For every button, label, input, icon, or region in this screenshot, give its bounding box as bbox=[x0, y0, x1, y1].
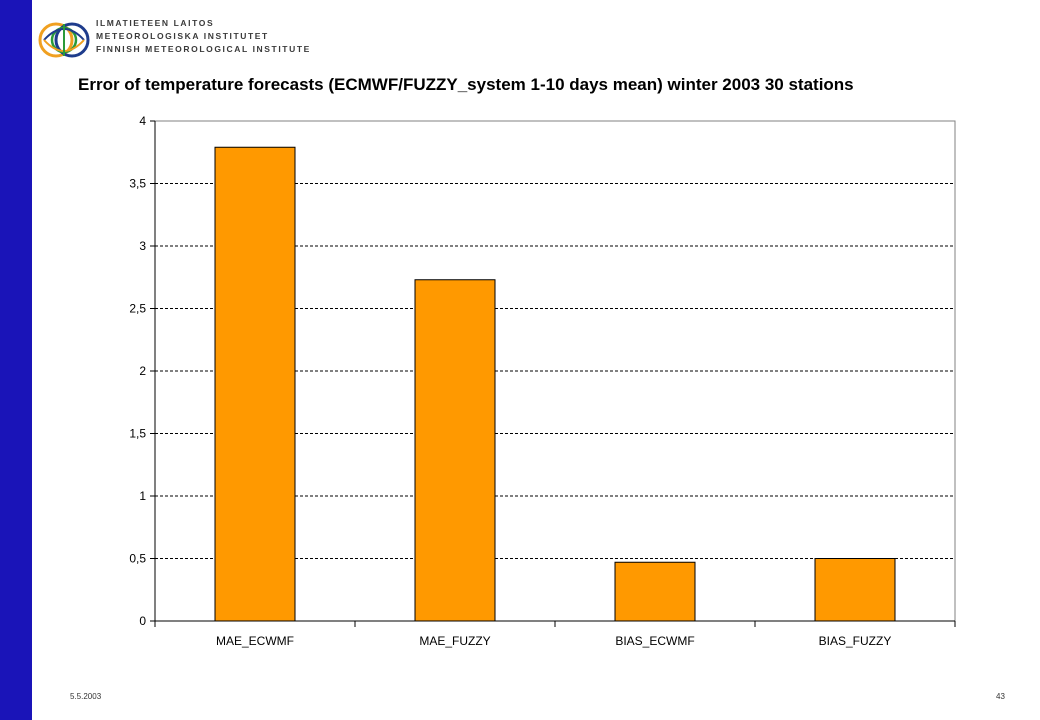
x-tick-label: BIAS_ECWMF bbox=[615, 634, 694, 648]
bar-mae-ecwmf bbox=[214, 146, 296, 622]
y-tick-label: 1,5 bbox=[129, 427, 146, 441]
x-tick-label: MAE_FUZZY bbox=[419, 634, 490, 648]
page-number: 43 bbox=[996, 692, 1005, 701]
fmi-logo-icon bbox=[38, 22, 90, 58]
y-tick-label: 0 bbox=[139, 614, 146, 628]
bar-bias-fuzzy bbox=[814, 558, 896, 622]
institute-name: ILMATIETEEN LAITOS METEOROLOGISKA INSTIT… bbox=[96, 17, 311, 56]
bar-chart: 0 0,5 1 1,5 2 2,5 3 3,5 4 MAE_ECWMF MAE_FUZZY BIAS_… bbox=[129, 114, 956, 648]
institute-name-en: FINNISH METEOROLOGICAL INSTITUTE bbox=[96, 44, 311, 54]
bar-bias-ecwmf bbox=[614, 561, 696, 622]
y-tick-label: 3 bbox=[139, 239, 146, 253]
y-tick-label: 3,5 bbox=[129, 177, 146, 191]
chart-title: Error of temperature forecasts (ECMWF/FU… bbox=[78, 75, 854, 94]
y-tick-label: 1 bbox=[139, 489, 146, 503]
bar-mae-fuzzy bbox=[414, 279, 496, 622]
left-sidebar-bar bbox=[0, 0, 32, 720]
x-tick-label: MAE_ECWMF bbox=[216, 634, 294, 648]
footer-date: 5.5.2003 bbox=[70, 692, 102, 701]
y-tick-label: 2 bbox=[139, 364, 146, 378]
y-tick-label: 0,5 bbox=[129, 552, 146, 566]
institute-name-sv: METEOROLOGISKA INSTITUTET bbox=[96, 31, 269, 41]
x-tick-label: BIAS_FUZZY bbox=[819, 634, 892, 648]
institute-name-fi: ILMATIETEEN LAITOS bbox=[96, 18, 215, 28]
y-tick-label: 2,5 bbox=[129, 302, 146, 316]
y-tick-label: 4 bbox=[139, 114, 146, 128]
